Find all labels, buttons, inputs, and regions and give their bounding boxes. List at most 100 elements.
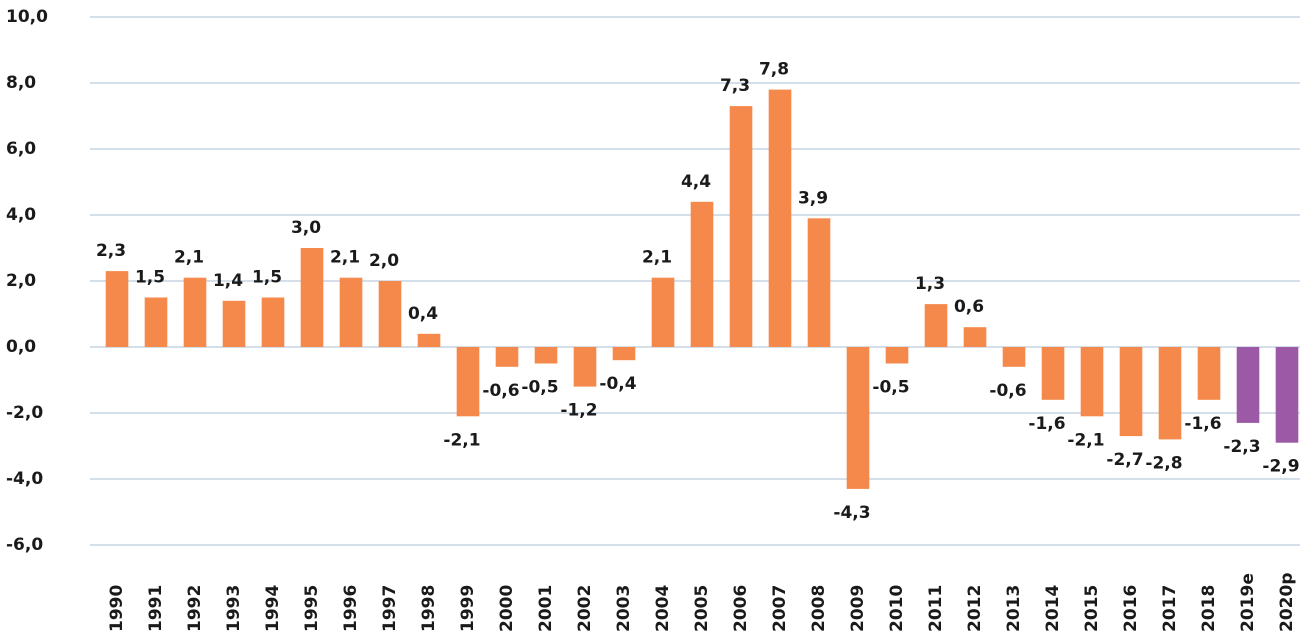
- bar: [534, 347, 558, 364]
- y-tick-label: -6,0: [6, 535, 43, 555]
- y-tick-label: 6,0: [6, 139, 36, 159]
- x-tick-label: 2011: [926, 585, 946, 632]
- x-tick-label: 1992: [185, 585, 205, 632]
- data-label: -0,4: [599, 374, 636, 394]
- x-tick-label: 1996: [341, 585, 361, 632]
- x-tick-label: 2017: [1160, 585, 1180, 632]
- data-label: 3,0: [291, 218, 321, 238]
- bar: [1119, 347, 1143, 437]
- data-label: -4,3: [833, 503, 870, 523]
- bar: [729, 106, 753, 347]
- y-tick-label: 10,0: [6, 7, 48, 27]
- data-label: -0,6: [482, 381, 519, 401]
- bar: [963, 327, 987, 347]
- bar: [222, 300, 246, 347]
- bar: [1080, 347, 1104, 417]
- x-tick-label: 2020p: [1277, 573, 1297, 632]
- x-tick-label: 2004: [653, 585, 673, 632]
- data-label: 7,3: [720, 76, 750, 96]
- bar: [300, 248, 324, 347]
- x-tick-label: 1999: [458, 585, 478, 632]
- data-label: -1,6: [1028, 414, 1065, 434]
- data-label: 2,0: [369, 251, 399, 271]
- x-tick-label: 2018: [1199, 585, 1219, 632]
- x-tick-label: 2019e: [1238, 573, 1258, 632]
- x-tick-label: 2010: [887, 585, 907, 632]
- x-tick-label: 1991: [146, 585, 166, 632]
- bar: [846, 347, 870, 489]
- bar: [690, 201, 714, 347]
- bar: [378, 281, 402, 347]
- data-label: 1,5: [252, 268, 282, 288]
- bar: [144, 297, 168, 347]
- bar: [1041, 347, 1065, 400]
- x-tick-label: 1998: [419, 585, 439, 632]
- data-label: 2,1: [330, 248, 360, 268]
- data-label: -0,6: [989, 381, 1026, 401]
- bar: [768, 89, 792, 347]
- bar: [339, 277, 363, 347]
- x-tick-label: 2008: [809, 585, 829, 632]
- data-label: -0,5: [872, 378, 909, 398]
- data-label: 0,4: [408, 304, 438, 324]
- data-label: 1,4: [213, 271, 243, 291]
- y-tick-label: 8,0: [6, 73, 36, 93]
- bar: [885, 347, 909, 364]
- x-tick-label: 2015: [1082, 585, 1102, 632]
- data-label: -2,9: [1262, 457, 1299, 477]
- x-tick-label: 2005: [692, 585, 712, 632]
- data-label: 1,3: [915, 274, 945, 294]
- x-tick-label: 2012: [965, 585, 985, 632]
- bar: [651, 277, 675, 347]
- x-tick-label: 2013: [1004, 585, 1024, 632]
- y-tick-label: 2,0: [6, 271, 36, 291]
- y-tick-label: -2,0: [6, 403, 43, 423]
- bar: [573, 347, 597, 387]
- x-tick-label: 2003: [614, 585, 634, 632]
- x-tick-label: 2007: [770, 585, 790, 632]
- data-label: 4,4: [681, 172, 711, 192]
- bar: [1197, 347, 1221, 400]
- x-tick-label: 1997: [380, 585, 400, 632]
- data-label: -1,2: [560, 401, 597, 421]
- bar: [1158, 347, 1182, 440]
- data-label: -2,1: [1067, 430, 1104, 450]
- data-label: -2,1: [443, 430, 480, 450]
- data-label: 1,5: [135, 268, 165, 288]
- data-label: 2,1: [174, 248, 204, 268]
- data-label: -2,8: [1145, 453, 1182, 473]
- bar: [456, 347, 480, 417]
- data-label: 2,1: [642, 248, 672, 268]
- x-tick-label: 1994: [263, 585, 283, 632]
- data-label: -2,7: [1106, 450, 1143, 470]
- bar: [1236, 347, 1260, 423]
- x-tick-label: 1993: [224, 585, 244, 632]
- x-tick-label: 2014: [1043, 585, 1063, 632]
- x-tick-label: 2002: [575, 585, 595, 632]
- bar: [417, 333, 441, 347]
- bar: [807, 218, 831, 347]
- bar: [1275, 347, 1299, 443]
- x-tick-label: 2006: [731, 585, 751, 632]
- bar: [495, 347, 519, 367]
- x-tick-label: 1995: [302, 585, 322, 632]
- data-label: 0,6: [954, 297, 984, 317]
- x-tick-label: 2016: [1121, 585, 1141, 632]
- bar: [105, 271, 129, 347]
- data-label: -2,3: [1223, 437, 1260, 457]
- data-label: 2,3: [96, 241, 126, 261]
- bar: [183, 277, 207, 347]
- data-label: 7,8: [759, 60, 789, 80]
- y-tick-label: 4,0: [6, 205, 36, 225]
- x-tick-label: 2000: [497, 585, 517, 632]
- y-tick-label: 0,0: [6, 337, 36, 357]
- data-label: 3,9: [798, 188, 828, 208]
- data-label: -1,6: [1184, 414, 1221, 434]
- x-tick-label: 2001: [536, 585, 556, 632]
- bar: [261, 297, 285, 347]
- x-tick-label: 2009: [848, 585, 868, 632]
- bar: [1002, 347, 1026, 367]
- bar: [612, 347, 636, 361]
- data-label: -0,5: [521, 378, 558, 398]
